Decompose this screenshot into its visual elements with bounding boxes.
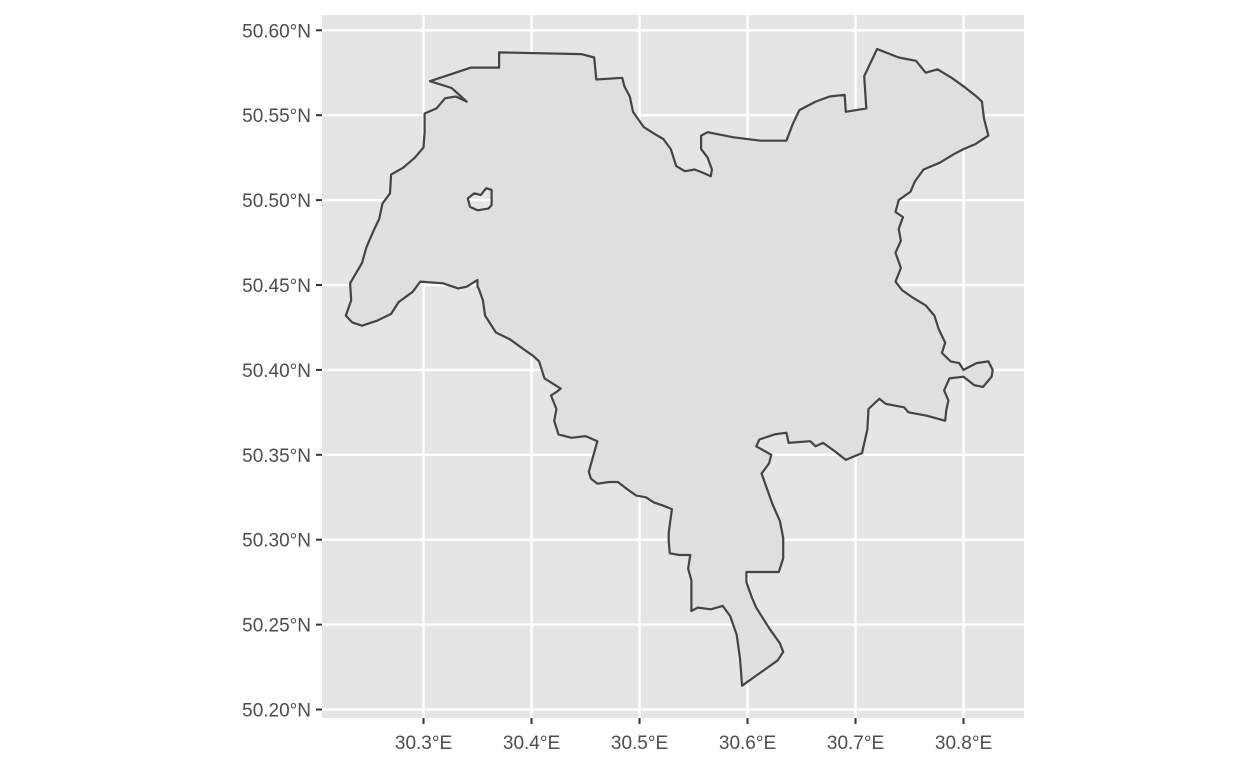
x-tick-label: 30.5°E <box>611 733 668 754</box>
y-axis: 50.60°N 50.55°N 50.50°N 50.45°N 50.40°N 50.35… <box>242 21 322 722</box>
y-tick-label: 50.50°N <box>242 191 311 212</box>
region-polygon <box>344 47 994 687</box>
x-axis: 30.3°E 30.4°E 30.5°E 30.6°E 30.7°E 30.8°E <box>395 718 992 754</box>
x-tick-label: 30.6°E <box>719 733 776 754</box>
y-tick-label: 50.30°N <box>242 531 311 552</box>
y-tick-label: 50.60°N <box>242 21 311 42</box>
x-tick-label: 30.4°E <box>503 733 560 754</box>
y-tick-label: 50.20°N <box>242 701 311 722</box>
x-tick-label: 30.3°E <box>395 733 452 754</box>
x-tick-label: 30.8°E <box>935 733 992 754</box>
y-tick-label: 50.35°N <box>242 446 311 467</box>
y-tick-label: 50.40°N <box>242 361 311 382</box>
y-tick-label: 50.45°N <box>242 276 311 297</box>
y-tick-label: 50.25°N <box>242 616 311 637</box>
y-tick-label: 50.55°N <box>242 106 311 127</box>
x-tick-label: 30.7°E <box>827 733 884 754</box>
